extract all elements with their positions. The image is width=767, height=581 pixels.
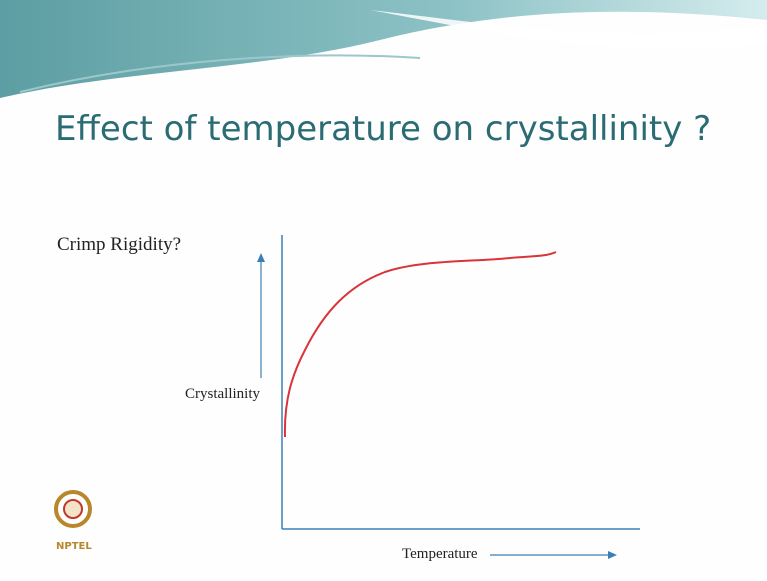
logo-text: NPTEL	[56, 541, 92, 552]
y-axis-label: Crystallinity	[185, 386, 261, 402]
background	[0, 0, 767, 581]
subtitle: Crimp Rigidity?	[57, 234, 181, 255]
x-axis-label: Temperature	[402, 546, 478, 562]
slide: Effect of temperature on crystallinity ?…	[0, 0, 767, 581]
slide-title: Effect of temperature on crystallinity ?	[55, 109, 711, 149]
logo-core	[64, 500, 82, 518]
